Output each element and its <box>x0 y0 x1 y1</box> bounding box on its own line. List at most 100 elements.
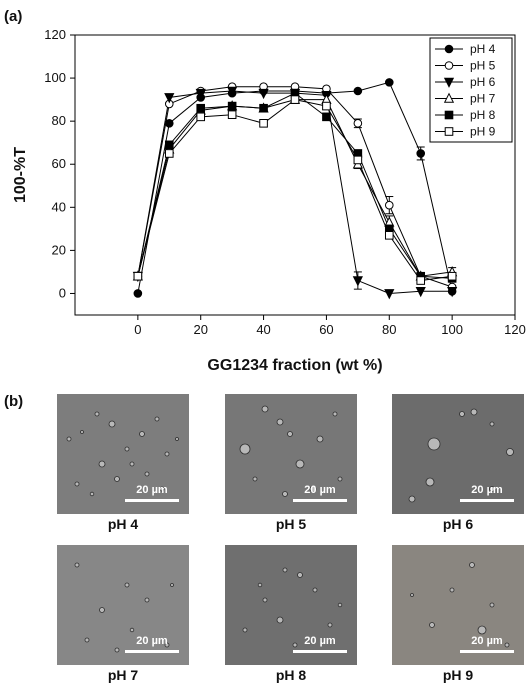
scale-bar-label: 20 µm <box>136 635 168 647</box>
droplet <box>139 431 145 437</box>
data-point <box>322 112 331 122</box>
x-tick-label: 60 <box>319 322 333 337</box>
droplet <box>124 582 130 588</box>
droplet <box>129 627 135 633</box>
scale-bar-label: 20 µm <box>304 635 336 647</box>
droplet <box>124 446 130 452</box>
legend-label: pH 6 <box>470 75 496 89</box>
droplet <box>477 625 487 635</box>
data-point <box>384 200 394 210</box>
micrograph-caption: pH 8 <box>275 667 307 683</box>
legend-label: pH 4 <box>470 42 496 56</box>
series-line <box>137 92 453 279</box>
y-tick-label: 0 <box>59 285 66 300</box>
micrograph-image <box>57 545 189 665</box>
droplet <box>252 476 258 482</box>
droplet <box>312 587 318 593</box>
droplet <box>98 460 106 468</box>
x-axis-label: GG1234 fraction (wt %) <box>207 357 382 374</box>
scale-bar <box>293 650 347 653</box>
micrograph-image <box>392 545 524 665</box>
droplet <box>504 642 510 648</box>
series-line <box>137 90 453 294</box>
scale-bar <box>460 499 514 502</box>
droplet <box>164 451 170 457</box>
droplet <box>316 435 324 443</box>
data-point <box>322 101 331 111</box>
y-axis-label: 100-%T <box>12 147 29 203</box>
droplet <box>94 411 100 417</box>
legend-label: pH 8 <box>470 108 496 122</box>
data-point <box>227 101 237 111</box>
droplet <box>337 602 343 608</box>
droplet <box>99 607 105 613</box>
data-point <box>164 93 175 104</box>
micrograph-ph6: 20 µm <box>392 394 524 514</box>
droplet <box>80 430 84 434</box>
droplet <box>84 637 90 643</box>
legend-box <box>429 37 513 143</box>
data-point <box>195 88 206 100</box>
droplet <box>74 481 80 487</box>
micrograph-ph9: 20 µm <box>392 545 524 665</box>
droplet <box>506 448 514 456</box>
micrograph-caption: pH 4 <box>107 516 139 532</box>
y-tick-label: 80 <box>52 113 66 128</box>
series-line <box>137 81 453 294</box>
y-tick-label: 100 <box>44 70 66 85</box>
micrograph-caption: pH 9 <box>442 667 474 683</box>
droplet <box>425 477 435 487</box>
data-point <box>164 149 174 158</box>
data-point <box>353 86 363 96</box>
panel-a-label: (a) <box>4 8 23 25</box>
micrograph-caption: pH 5 <box>275 516 307 532</box>
droplet <box>170 583 174 587</box>
droplet <box>337 476 343 482</box>
data-point <box>133 271 143 281</box>
legend-marker <box>443 77 455 88</box>
droplet <box>108 420 116 428</box>
droplet <box>489 486 495 492</box>
scale-bar-label: 20 µm <box>471 484 503 496</box>
micrograph-image <box>225 545 357 665</box>
legend-label: pH 5 <box>470 59 496 73</box>
data-point <box>353 119 363 128</box>
x-tick-label: 80 <box>382 322 396 337</box>
scale-bar <box>460 650 514 653</box>
micrograph-ph4: 20 µm <box>57 394 189 514</box>
droplet <box>74 562 80 568</box>
legend-marker <box>444 127 454 136</box>
droplet <box>469 562 475 568</box>
data-point <box>416 149 426 158</box>
droplet <box>427 437 441 451</box>
data-point <box>227 86 238 97</box>
droplet <box>114 476 120 482</box>
legend-marker <box>443 92 455 103</box>
y-tick-label: 60 <box>52 156 66 171</box>
data-point <box>196 112 206 122</box>
droplet <box>410 593 414 597</box>
x-tick-label: 0 <box>134 322 141 337</box>
micrograph-image <box>57 394 189 514</box>
droplet <box>144 597 150 603</box>
y-tick-label: 120 <box>44 27 66 42</box>
data-point <box>196 103 206 113</box>
data-point <box>352 276 363 287</box>
droplet <box>129 461 135 467</box>
droplet <box>295 459 305 469</box>
data-point <box>416 276 426 285</box>
droplet <box>144 471 150 477</box>
droplet <box>327 622 333 628</box>
scale-bar <box>125 650 179 653</box>
micrograph-ph8: 20 µm <box>225 545 357 665</box>
droplet <box>408 495 416 503</box>
droplet <box>489 421 495 427</box>
scale-bar-label: 20 µm <box>304 484 336 496</box>
micrograph-image <box>225 394 357 514</box>
micrograph-background <box>225 545 357 665</box>
micrograph-grid: 20 µm pH 4 20 µm pH 5 20 µm pH 6 20 µm p… <box>0 385 527 684</box>
line-chart: 0 20 40 60 80 100 120 0 20 40 60 80 100 120 GG1234 fra… <box>12 27 526 374</box>
panel-b-label: (b) <box>4 393 24 410</box>
data-point <box>384 78 394 87</box>
data-point <box>133 289 143 298</box>
